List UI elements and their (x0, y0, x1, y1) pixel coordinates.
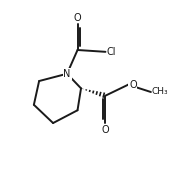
Text: CH₃: CH₃ (152, 88, 168, 96)
Text: N: N (63, 69, 71, 79)
Text: O: O (102, 125, 109, 135)
Text: O: O (129, 80, 137, 90)
Text: Cl: Cl (106, 47, 116, 57)
Text: O: O (74, 13, 81, 23)
